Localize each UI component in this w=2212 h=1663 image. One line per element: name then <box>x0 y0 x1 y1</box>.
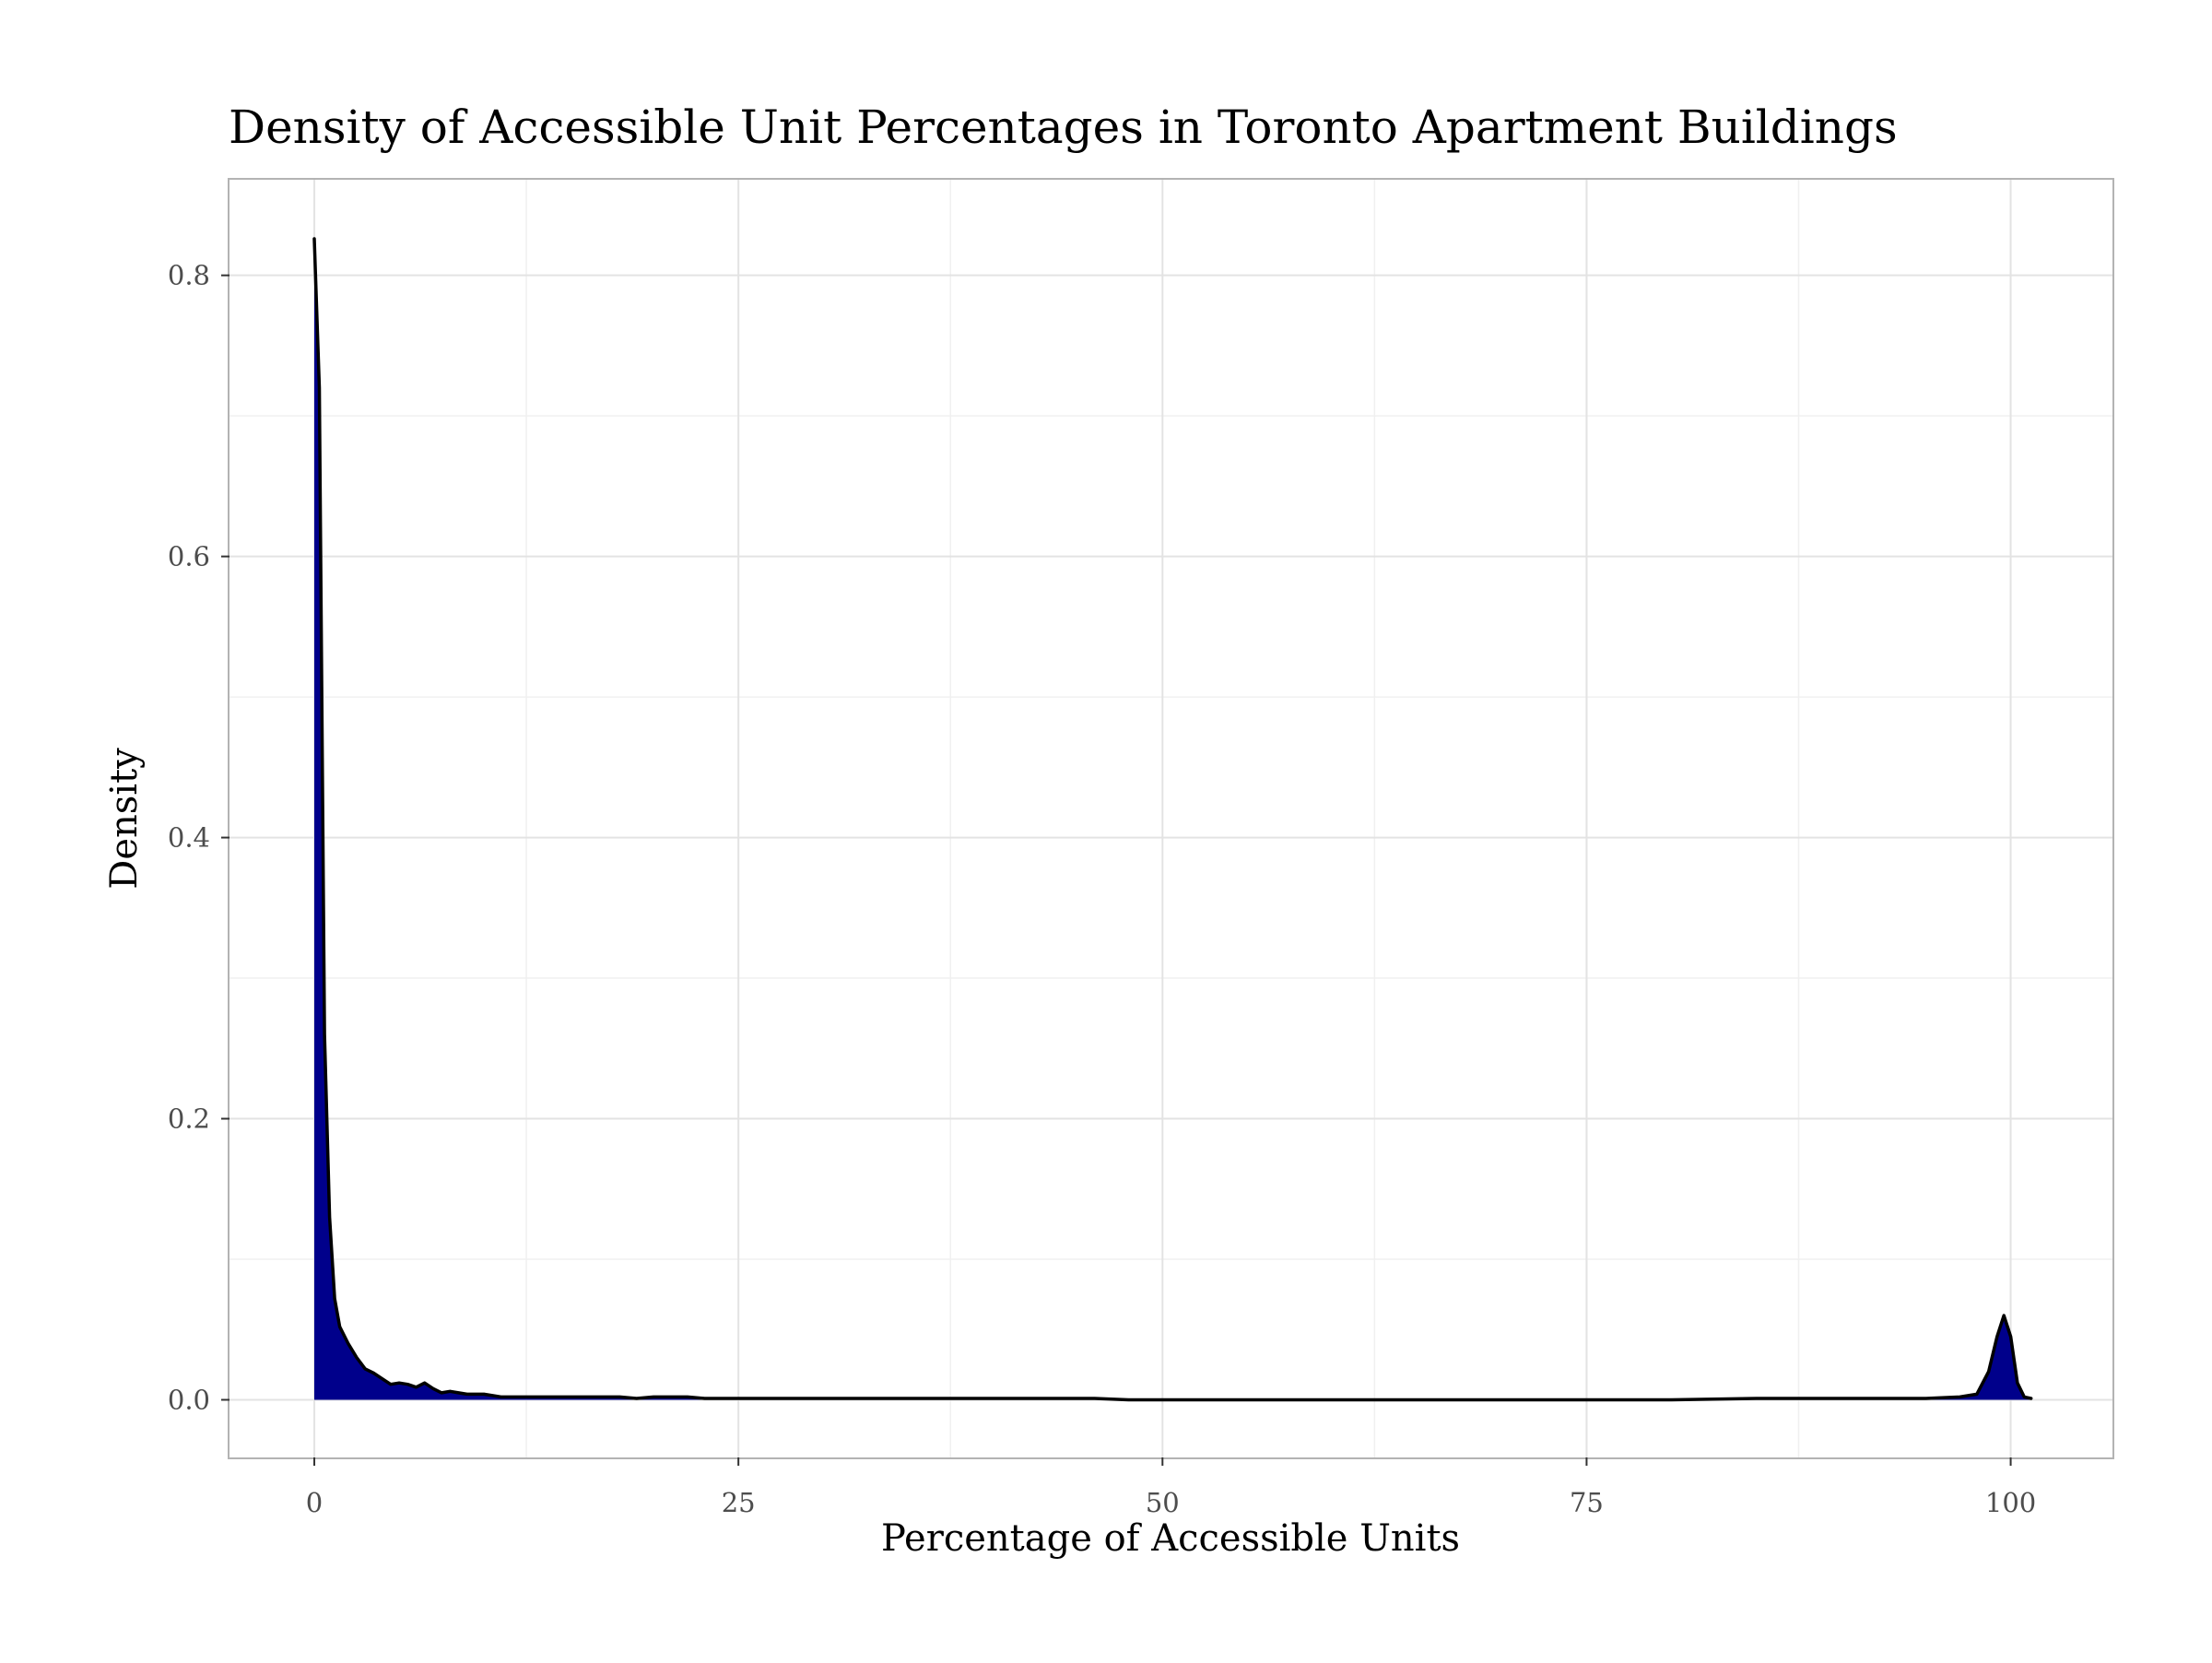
x-axis-title: Percentage of Accessible Units <box>881 1517 1460 1560</box>
chart-title: Density of Accessible Unit Percentages i… <box>229 100 1898 154</box>
y-tick-label: 0.0 <box>168 1384 210 1415</box>
x-tick-label: 0 <box>306 1487 323 1518</box>
axis-ticks <box>221 274 2012 1466</box>
plot-panel-border <box>228 178 2114 1459</box>
x-tick-label: 50 <box>1146 1487 1180 1518</box>
y-tick-label: 0.8 <box>168 260 210 291</box>
y-tick-label: 0.6 <box>168 541 210 572</box>
y-tick-label: 0.2 <box>168 1103 210 1135</box>
x-tick-label: 25 <box>722 1487 756 1518</box>
x-axis-tick-labels: 0 25 50 75 100 <box>306 1487 2036 1518</box>
x-tick-label: 75 <box>1570 1487 1604 1518</box>
y-tick-label: 0.4 <box>168 822 210 854</box>
y-axis-title: Density <box>103 748 146 890</box>
density-curve-line <box>312 237 2033 1402</box>
x-tick-label: 100 <box>1985 1487 2036 1518</box>
y-axis-tick-labels: 0.0 0.2 0.4 0.6 0.8 <box>168 260 210 1416</box>
density-series <box>312 237 2033 1402</box>
